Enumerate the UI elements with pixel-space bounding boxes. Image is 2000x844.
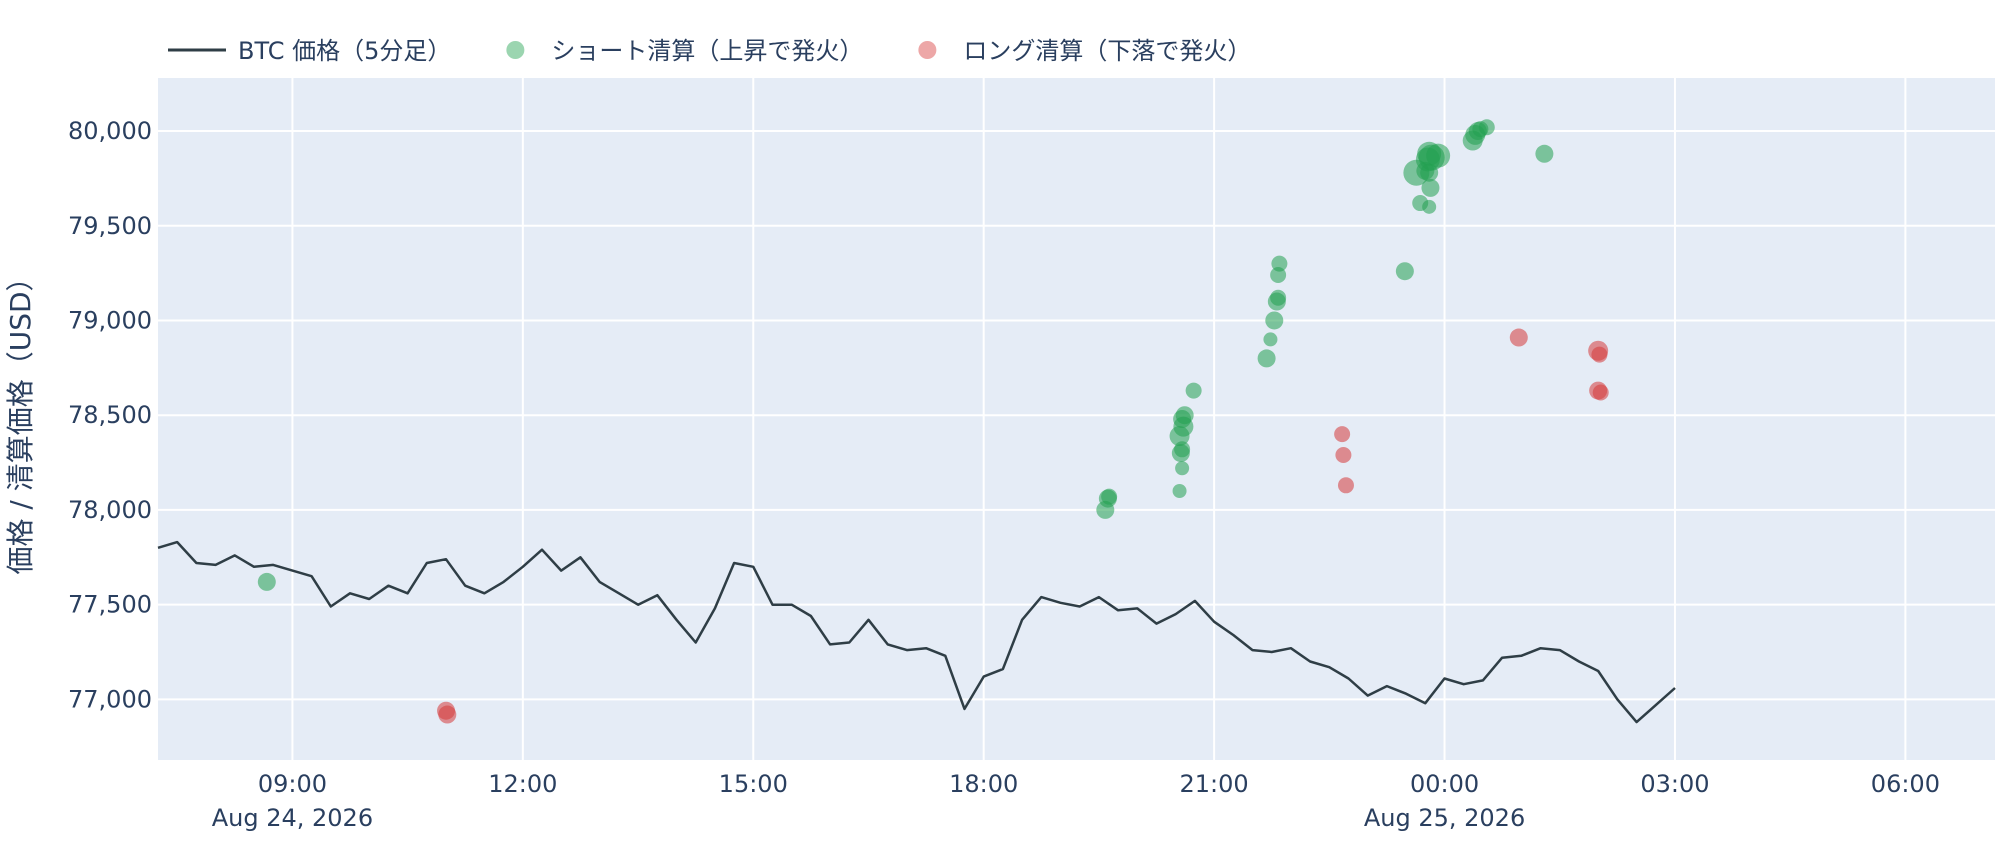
short-liquidation-marker [1265,311,1284,330]
legend-label: BTC 価格（5分足） [238,37,451,65]
legend-label: ショート清算（上昇で発火） [551,37,863,65]
y-tick-label: 77,500 [68,591,152,619]
short-liquidation-marker [1271,255,1288,272]
y-tick-label: 77,000 [68,685,152,713]
short-liquidation-marker [1185,382,1202,399]
short-liquidation-marker [1535,144,1554,163]
short-liquidation-marker [1172,483,1187,498]
long-liquidation-marker [1334,426,1351,443]
short-liquidation-marker [1175,461,1190,476]
x-tick-label: 09:00 [258,770,327,798]
x-tick-label: 18:00 [949,770,1018,798]
y-axis-title: 価格 / 清算価格（USD） [4,263,37,574]
y-tick-label: 78,500 [68,401,152,429]
long-liquidation-marker [1591,346,1608,363]
legend-marker-swatch [506,41,525,59]
legend-item[interactable]: BTC 価格（5分足） [168,37,451,65]
price-line-layer [157,540,1676,724]
short-liquidation-marker [1478,119,1495,136]
y-tick-label: 79,500 [68,212,152,240]
short-liquidation-marker [1101,488,1118,505]
x-tick-label: 12:00 [488,770,557,798]
legend-item[interactable]: ショート清算（上昇で発火） [506,37,863,65]
short-liquidation-marker [1420,163,1439,182]
long-liquidation-marker [1335,446,1352,463]
long-liquidation-marker [1509,328,1528,347]
x-tick-label: 00:00 [1410,770,1479,798]
liquidation-marker-layer [257,119,1609,724]
y-tick-label: 78,000 [68,496,152,524]
short-liquidation-marker [1175,406,1194,425]
short-liquidation-marker [1421,178,1440,197]
short-liquidation-marker [1422,199,1437,214]
legend-label: ロング清算（下落で発火） [963,37,1251,65]
short-liquidation-marker [1270,289,1287,306]
x-tick-label: 06:00 [1871,770,1940,798]
short-liquidation-marker [1257,349,1276,368]
legend[interactable]: BTC 価格（5分足） ショート清算（上昇で発火） ロング清算（下落で発火） [168,37,1251,65]
short-liquidation-marker [257,572,276,591]
y-axis: 77,000 77,500 78,000 78,500 79,000 79,500 80,0… [68,117,152,713]
x-axis: 09:00 Aug 24, 2026 12:00 15:00 18:00 21:00 00:… [212,770,1940,832]
long-liquidation-marker [438,705,457,724]
x-tick-label: 21:00 [1180,770,1249,798]
long-liquidation-marker [1337,477,1354,494]
legend-marker-swatch [918,41,937,59]
long-liquidation-marker [1592,384,1609,401]
short-liquidation-marker [1263,332,1278,347]
x-tick-date-label: Aug 25, 2026 [1364,804,1525,832]
y-tick-label: 80,000 [68,117,152,145]
grid [158,78,1995,760]
legend-item[interactable]: ロング清算（下落で発火） [918,37,1251,65]
x-tick-date-label: Aug 24, 2026 [212,804,373,832]
short-liquidation-marker [1426,143,1451,168]
short-liquidation-marker [1395,262,1414,281]
x-tick-label: 15:00 [719,770,788,798]
plot-background [158,78,1995,760]
x-tick-label: 03:00 [1640,770,1709,798]
y-tick-label: 79,000 [68,306,152,334]
btc-price-line [157,540,1676,724]
